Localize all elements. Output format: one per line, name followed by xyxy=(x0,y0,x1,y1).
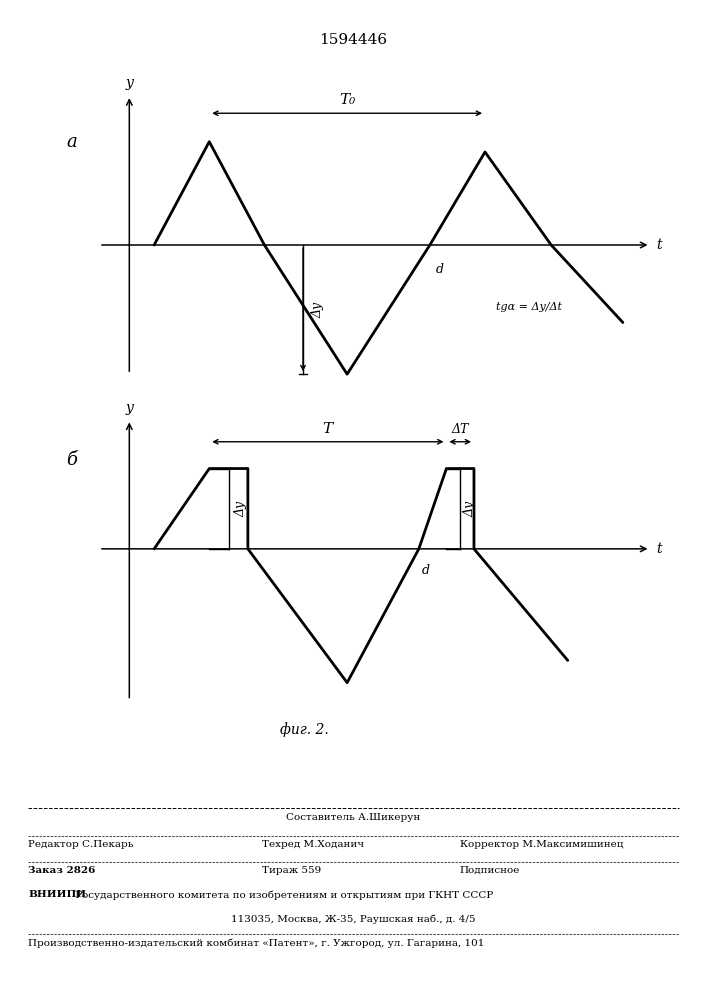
Text: Редактор С.Пекарь: Редактор С.Пекарь xyxy=(28,840,134,849)
Text: Подписное: Подписное xyxy=(460,866,520,875)
Text: Государственного комитета по изобретениям и открытиям при ГКНТ СССР: Государственного комитета по изобретения… xyxy=(72,890,493,900)
Text: Составитель А.Шикерун: Составитель А.Шикерун xyxy=(286,813,421,822)
Text: a: a xyxy=(66,133,77,151)
Text: y: y xyxy=(125,76,133,90)
Text: ΔT: ΔT xyxy=(452,423,469,436)
Text: y: y xyxy=(125,401,133,415)
Text: Техред М.Ходанич: Техред М.Ходанич xyxy=(262,840,363,849)
Text: T₀: T₀ xyxy=(339,93,355,107)
Text: d: d xyxy=(421,564,430,577)
Text: Корректор М.Максимишинец: Корректор М.Максимишинец xyxy=(460,840,623,849)
Text: T: T xyxy=(323,422,333,436)
Text: Δy: Δy xyxy=(234,501,247,517)
Text: Заказ 2826: Заказ 2826 xyxy=(28,866,95,875)
Text: Δy: Δy xyxy=(463,501,476,517)
Text: tgα = Δy/Δt: tgα = Δy/Δt xyxy=(496,302,562,312)
Text: б: б xyxy=(66,451,77,469)
Text: 1594446: 1594446 xyxy=(320,33,387,47)
Text: 113035, Москва, Ж-35, Раушская наб., д. 4/5: 113035, Москва, Ж-35, Раушская наб., д. … xyxy=(231,914,476,924)
Text: ВНИИПИ: ВНИИПИ xyxy=(28,890,86,899)
Text: d: d xyxy=(436,263,443,276)
Text: Тираж 559: Тираж 559 xyxy=(262,866,321,875)
Text: Производственно-издательский комбинат «Патент», г. Ужгород, ул. Гагарина, 101: Производственно-издательский комбинат «П… xyxy=(28,938,485,948)
Text: t: t xyxy=(656,542,662,556)
Text: фиг. 2.: фиг. 2. xyxy=(280,722,328,737)
Text: Δy: Δy xyxy=(311,302,325,318)
Text: t: t xyxy=(656,238,662,252)
